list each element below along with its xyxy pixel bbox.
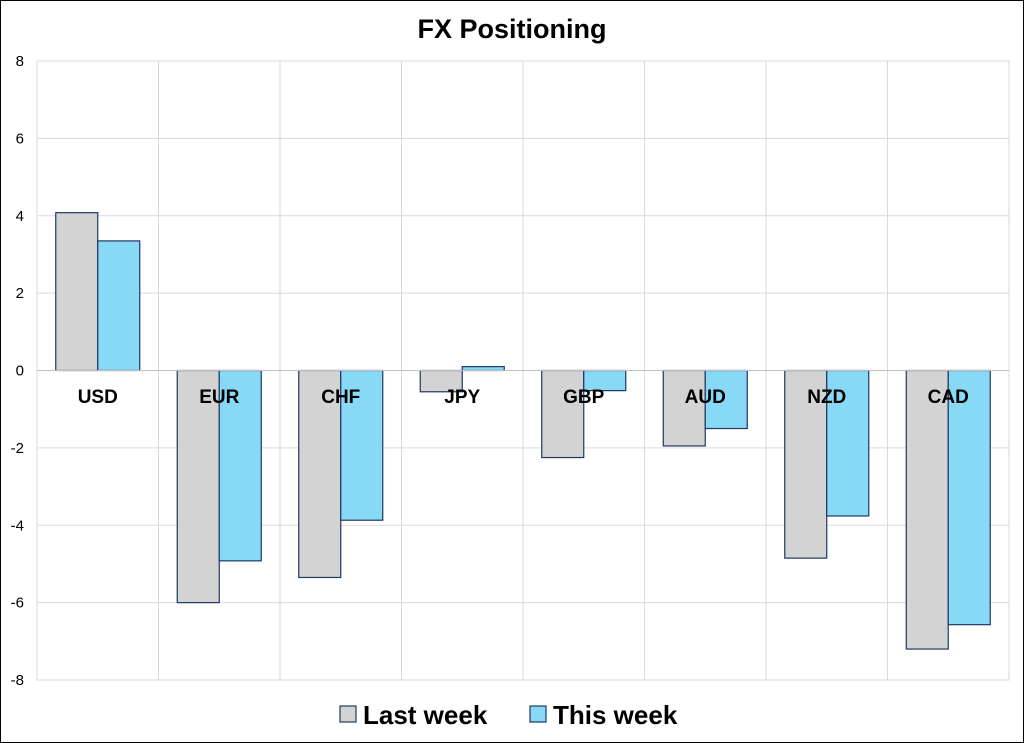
y-tick-label: 6 [16,130,24,147]
bar-eur-this-week [218,369,262,562]
y-tick-label: -2 [11,440,24,457]
y-tick-label: -8 [11,672,24,689]
bar-aud-last-week [662,369,706,447]
chart-title: FX Positioning [418,14,607,44]
category-labels: USD EUR CHF JPY GBP AUD NZD CAD [78,387,969,408]
category-label: EUR [199,387,239,408]
bars [55,212,991,650]
category-label: GBP [563,387,605,408]
category-label: USD [78,387,118,408]
y-tick-label: 2 [16,285,24,302]
bar-eur-last-week [176,369,220,604]
y-axis-ticks: -8 -6 -4 -2 0 2 4 6 8 [11,53,24,689]
bar-cad-this-week [947,369,991,626]
bar-cad-last-week [905,369,949,650]
category-label: CAD [928,387,969,408]
bar-usd-last-week [55,212,99,372]
legend: Last week This week [339,700,678,730]
y-tick-label: 4 [16,208,24,225]
legend-label: Last week [363,700,488,730]
y-tick-label: 8 [16,53,24,70]
y-tick-label: -4 [11,517,24,534]
y-tick-label: 0 [16,363,24,380]
category-label: JPY [444,387,480,408]
bar-chf-last-week [298,369,342,579]
legend-label: This week [553,700,678,730]
y-tick-label: -6 [11,595,24,612]
bar-usd-this-week [97,240,141,372]
bar-nzd-this-week [826,369,870,517]
bar-jpy-this-week [461,366,505,372]
category-label: NZD [807,387,846,408]
legend-swatch [529,705,547,723]
bar-aud-this-week [704,369,748,430]
bar-chf-this-week [340,369,384,521]
category-label: CHF [321,387,360,408]
bar-gbp-last-week [541,369,585,459]
category-label: AUD [685,387,726,408]
legend-swatch [339,705,357,723]
